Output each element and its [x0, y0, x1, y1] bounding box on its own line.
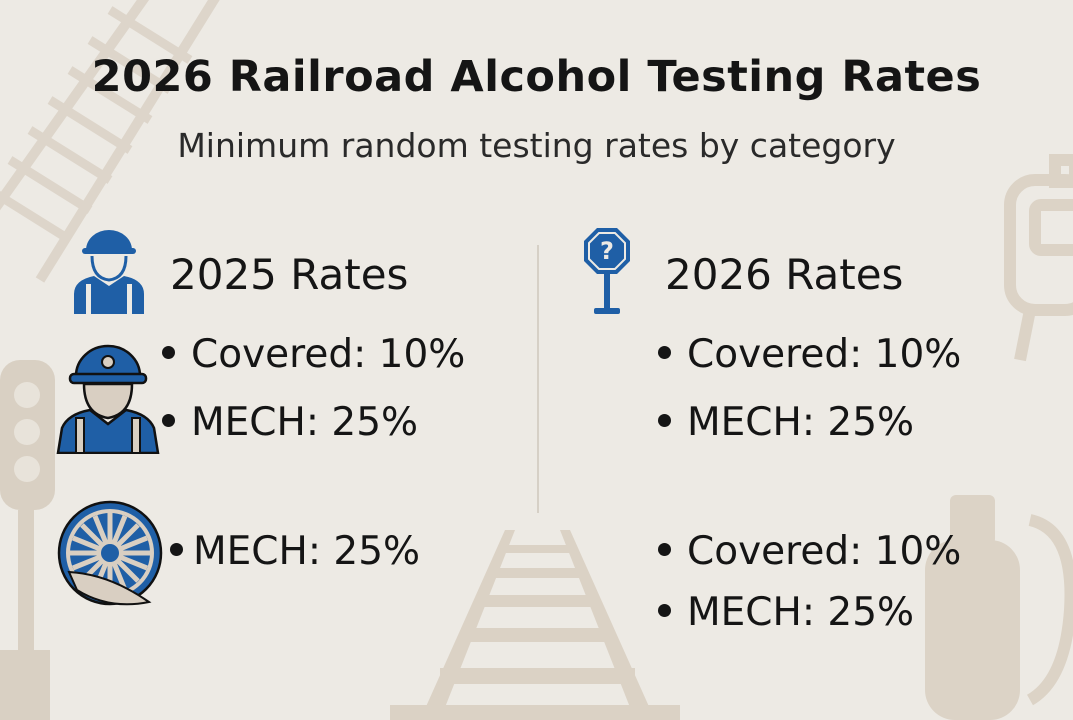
- bullet-dot: [162, 414, 175, 427]
- worker-icon: [74, 230, 144, 314]
- train-wheel-icon: [57, 500, 163, 606]
- bullet-dot: [658, 414, 671, 427]
- right-heading: 2026 Rates: [665, 250, 904, 299]
- right-bullet-item: Covered: 10%: [658, 332, 961, 377]
- bullet-text: MECH: 25%: [193, 529, 421, 574]
- right-bullet-item: MECH: 25%: [658, 590, 914, 635]
- page-title: 2026 Railroad Alcohol Testing Rates: [91, 52, 982, 102]
- right-bullet-item: MECH: 25%: [658, 400, 914, 445]
- railroad-track-diagonal-icon: [0, 0, 220, 283]
- bullet-text: Covered: 10%: [191, 332, 466, 377]
- bullet-dot: [170, 543, 183, 556]
- column-divider: [537, 245, 539, 513]
- bullet-dot: [658, 543, 671, 556]
- left-bullet-item: MECH: 25%: [170, 529, 420, 574]
- left-bullet-item: MECH: 25%: [162, 400, 418, 445]
- miner-worker-icon: [56, 344, 160, 454]
- railroad-signal-icon: [0, 360, 55, 720]
- bullet-text: MECH: 25%: [687, 590, 915, 635]
- question-sign-icon: ?: [584, 228, 630, 314]
- locomotive-icon: [1004, 154, 1073, 362]
- left-bullet-item: Covered: 10%: [162, 332, 465, 377]
- bullet-dot: [658, 346, 671, 359]
- bullet-text: MECH: 25%: [191, 400, 419, 445]
- bullet-text: Covered: 10%: [687, 332, 962, 377]
- bullet-text: Covered: 10%: [687, 529, 962, 574]
- bullet-dot: [658, 604, 671, 617]
- svg-text:?: ?: [600, 237, 614, 265]
- bullet-dot: [162, 346, 175, 359]
- bullet-text: MECH: 25%: [687, 400, 915, 445]
- page-subtitle: Minimum random testing rates by category: [177, 126, 896, 165]
- fire-extinguisher-icon: [925, 495, 1073, 720]
- left-heading: 2025 Rates: [170, 250, 409, 299]
- railroad-track-perspective-icon: [390, 530, 680, 720]
- right-bullet-item: Covered: 10%: [658, 529, 961, 574]
